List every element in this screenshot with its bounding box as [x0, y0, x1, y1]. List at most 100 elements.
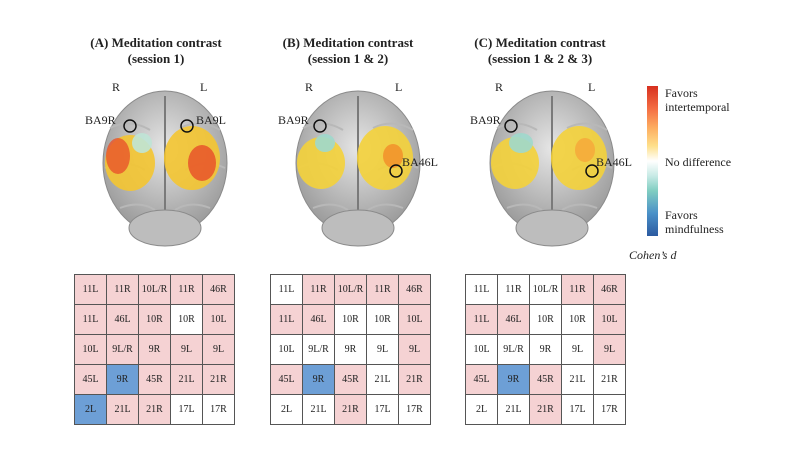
grid-cell: 17L	[170, 394, 203, 425]
grid-cell: 21L	[170, 364, 203, 395]
grid-cell: 11R	[170, 274, 203, 305]
grid-cell: 10L	[202, 304, 235, 335]
grid-cell: 21L	[366, 364, 399, 395]
grid-cell: 9R	[106, 364, 139, 395]
grid-cell: 11R	[106, 274, 139, 305]
panel-a-brain	[102, 90, 228, 247]
grid-cell: 9L/R	[106, 334, 139, 365]
grid-row: 10L 9L/R 9R 9L 9L	[74, 334, 235, 365]
panel-c-title-line1: (C) Meditation contrast	[474, 35, 606, 50]
grid-cell: 9L	[561, 334, 594, 365]
legend-bottom-line2: mindfulness	[665, 222, 724, 236]
legend-color-bar	[647, 86, 658, 236]
marker-ring-ba46l	[389, 164, 403, 178]
panel-b-brain	[295, 90, 421, 247]
panel-b-title-line1: (B) Meditation contrast	[282, 35, 414, 50]
panel-a-right-label: R	[112, 80, 121, 94]
grid-cell: 46R	[593, 274, 626, 305]
grid-cell: 11L	[465, 274, 498, 305]
activation-right	[297, 137, 345, 189]
activation-right-hot	[106, 138, 130, 174]
grid-cell: 21L	[302, 394, 335, 425]
grid-cell: 11R	[497, 274, 530, 305]
legend-top-line1: Favors	[665, 86, 698, 100]
grid-row: 2L 21L 21R 17L 17R	[270, 394, 431, 425]
grid-cell: 10L	[74, 334, 107, 365]
grid-cell: 21R	[398, 364, 431, 395]
legend-caption: Cohen’s d	[629, 248, 677, 262]
grid-cell: 21R	[529, 394, 562, 425]
panel-b-right-label: R	[305, 80, 314, 94]
grid-cell: 17L	[561, 394, 594, 425]
grid-cell: 21R	[593, 364, 626, 395]
grid-row: 11L 11R 10L/R 11R 46R	[270, 274, 431, 305]
grid-cell: 10R	[334, 304, 367, 335]
grid-cell: 9R	[138, 334, 171, 365]
grid-cell: 45L	[74, 364, 107, 395]
grid-cell: 10L	[593, 304, 626, 335]
grid-cell: 21L	[106, 394, 139, 425]
grid-cell: 9R	[529, 334, 562, 365]
grid-cell: 11L	[465, 304, 498, 335]
grid-cell: 45R	[529, 364, 562, 395]
legend-middle-label: No difference	[665, 155, 732, 169]
grid-cell: 21L	[497, 394, 530, 425]
panel-a-grid: 11L 11R 10L/R 11R 46R 11L 46L 10R 10R 10L 10L 9L/R 9…	[74, 274, 235, 425]
grid-row: 11L 46L 10R 10R 10L	[74, 304, 235, 335]
grid-row: 10L 9L/R 9R 9L 9L	[465, 334, 626, 365]
grid-cell: 45L	[270, 364, 303, 395]
panel-c-title: (C) Meditation contrast (session 1 & 2 &…	[440, 35, 640, 67]
panel-c-left-label: L	[588, 80, 596, 94]
legend-bottom-label: Favors mindfulness	[665, 208, 724, 236]
grid-cell: 9L	[398, 334, 431, 365]
activation-cool	[132, 133, 152, 153]
grid-cell: 9R	[302, 364, 335, 395]
grid-cell: 9L/R	[497, 334, 530, 365]
grid-cell: 17R	[593, 394, 626, 425]
grid-cell: 9L	[202, 334, 235, 365]
panel-c-grid: 11L 11R 10L/R 11R 46R 11L 46L 10R 10R 10L 10L 9L/R 9…	[465, 274, 626, 425]
grid-row: 45L 9R 45R 21L 21R	[74, 364, 235, 395]
grid-cell: 17R	[398, 394, 431, 425]
grid-cell: 11R	[561, 274, 594, 305]
panel-a-title-line1: (A) Meditation contrast	[90, 35, 222, 50]
grid-cell: 9L/R	[302, 334, 335, 365]
grid-row: 11L 46L 10R 10R 10L	[465, 304, 626, 335]
grid-row: 45L 9R 45R 21L 21R	[270, 364, 431, 395]
cerebellum	[128, 209, 202, 247]
grid-cell: 10L/R	[138, 274, 171, 305]
panel-a-title: (A) Meditation contrast (session 1)	[56, 35, 256, 67]
panel-c-brain	[489, 90, 615, 247]
grid-cell: 10R	[170, 304, 203, 335]
grid-cell: 46L	[497, 304, 530, 335]
grid-cell: 45R	[138, 364, 171, 395]
grid-cell: 9R	[497, 364, 530, 395]
activation-left-hot	[383, 144, 403, 168]
activation-cool	[315, 134, 335, 152]
panel-b-title-line2: (session 1 & 2)	[307, 51, 389, 66]
panel-c-marker-2: BA46L	[596, 155, 632, 169]
grid-cell: 9L	[366, 334, 399, 365]
activation-cool	[509, 133, 533, 153]
panel-c-marker-1: BA9R	[470, 113, 501, 127]
grid-cell: 11L	[74, 304, 107, 335]
grid-cell: 11L	[270, 274, 303, 305]
grid-cell: 10L	[270, 334, 303, 365]
grid-cell: 10R	[366, 304, 399, 335]
grid-cell: 10R	[529, 304, 562, 335]
grid-cell: 46L	[106, 304, 139, 335]
grid-row: 2L 21L 21R 17L 17R	[74, 394, 235, 425]
panel-a-marker-1: BA9R	[85, 113, 116, 127]
grid-cell: 46R	[202, 274, 235, 305]
marker-ring-ba9l	[180, 119, 194, 133]
grid-cell: 45L	[465, 364, 498, 395]
activation-left-hot	[188, 145, 216, 181]
grid-cell: 10L	[398, 304, 431, 335]
legend-top-label: Favors intertemporal	[665, 86, 730, 114]
grid-cell: 17L	[366, 394, 399, 425]
activation-left-hot	[575, 138, 595, 162]
grid-cell: 21L	[561, 364, 594, 395]
legend-bottom-line1: Favors	[665, 208, 698, 222]
panel-b-marker-1: BA9R	[278, 113, 309, 127]
grid-cell: 11R	[302, 274, 335, 305]
